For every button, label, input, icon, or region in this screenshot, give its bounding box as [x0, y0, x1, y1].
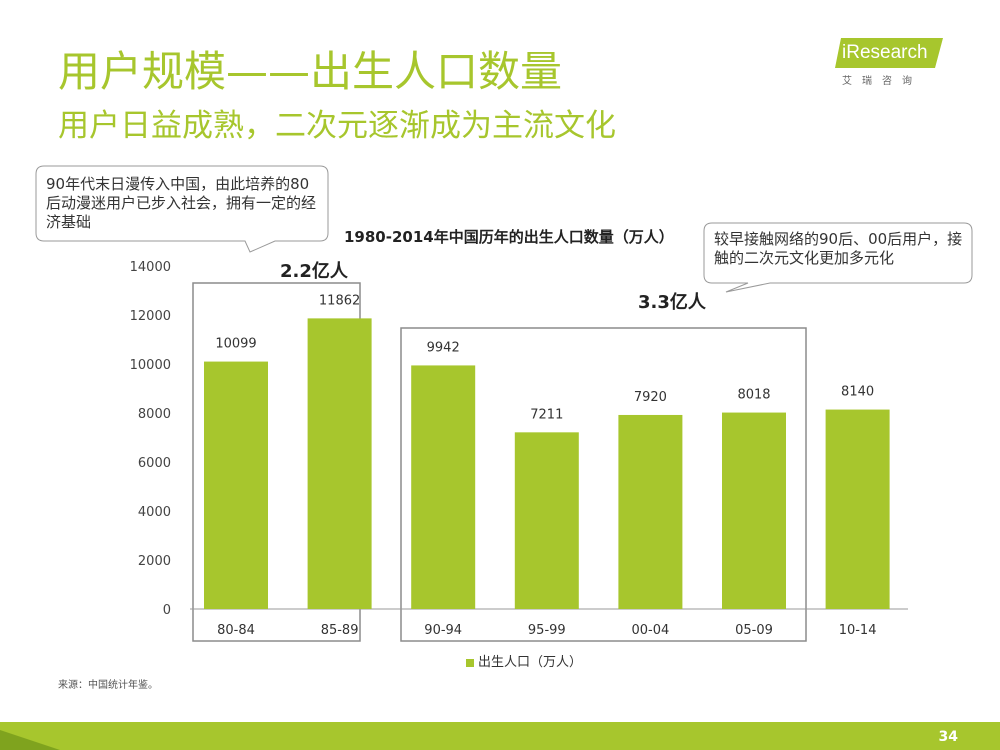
- bar-95-99: [514, 432, 579, 609]
- bar-00-04: [618, 414, 683, 609]
- page-title: 用户规模——出生人口数量: [58, 47, 563, 96]
- group-box-90s: [400, 327, 807, 642]
- y-tick-label: 0: [163, 603, 171, 618]
- logo-subtitle: 艾瑞咨询: [842, 76, 922, 87]
- iresearch-logo: [835, 38, 943, 68]
- x-tick-label: 95-99: [528, 623, 566, 638]
- legend: 出生人口（万人）: [466, 651, 582, 670]
- logo-name: iResearch: [842, 42, 928, 63]
- page-number: 34: [938, 729, 958, 745]
- chart-title: 1980-2014年中国历年的出生人口数量（万人）: [344, 228, 674, 246]
- legend-swatch: [466, 658, 474, 667]
- x-tick-label: 85-89: [321, 623, 359, 638]
- footer-bar: [0, 722, 1000, 750]
- y-tick-label: 6000: [138, 456, 171, 471]
- bar-value-label: 7211: [530, 407, 563, 422]
- bar-value-label: 8140: [841, 385, 874, 400]
- bar-value-label: 8018: [737, 388, 770, 403]
- bar-value-label: 10099: [215, 337, 256, 352]
- x-tick-label: 90-94: [424, 623, 462, 638]
- y-tick-label: 8000: [138, 407, 171, 422]
- x-tick-label: 80-84: [217, 623, 255, 638]
- y-tick-label: 12000: [130, 309, 171, 324]
- callout-left-bubble: [35, 165, 329, 253]
- callout-right-bubble: [703, 222, 973, 293]
- callout-left-text: 90年代末日漫传入中国，由此培养的80后动漫迷用户已步入社会，拥有一定的经济基础: [46, 175, 317, 231]
- y-tick-label: 4000: [138, 505, 171, 520]
- bar-90-94: [411, 365, 476, 609]
- bar-value-label: 9942: [427, 340, 460, 355]
- x-tick-label: 10-14: [839, 623, 877, 638]
- bar-10-14: [825, 409, 890, 609]
- x-tick-label: 00-04: [632, 623, 670, 638]
- y-tick-label: 14000: [130, 260, 171, 275]
- source-note: 来源：中国统计年鉴。: [58, 680, 158, 691]
- y-tick-label: 10000: [130, 358, 171, 373]
- group-label-80s: 2.2亿人: [280, 261, 348, 282]
- y-tick-label: 2000: [138, 554, 171, 569]
- bar-05-09: [722, 412, 786, 609]
- x-tick-label: 05-09: [735, 623, 773, 638]
- bar-value-label: 7920: [634, 390, 667, 405]
- callout-right-text: 较早接触网络的90后、00后用户，接触的二次元文化更加多元化: [714, 230, 963, 267]
- bar-80-84: [204, 361, 268, 609]
- bar-85-89: [307, 318, 372, 609]
- bar-value-label: 11862: [319, 293, 360, 308]
- group-label-90s: 3.3亿人: [638, 292, 706, 313]
- page-subtitle: 用户日益成熟，二次元逐渐成为主流文化: [58, 108, 616, 144]
- legend-label: 出生人口（万人）: [478, 655, 583, 670]
